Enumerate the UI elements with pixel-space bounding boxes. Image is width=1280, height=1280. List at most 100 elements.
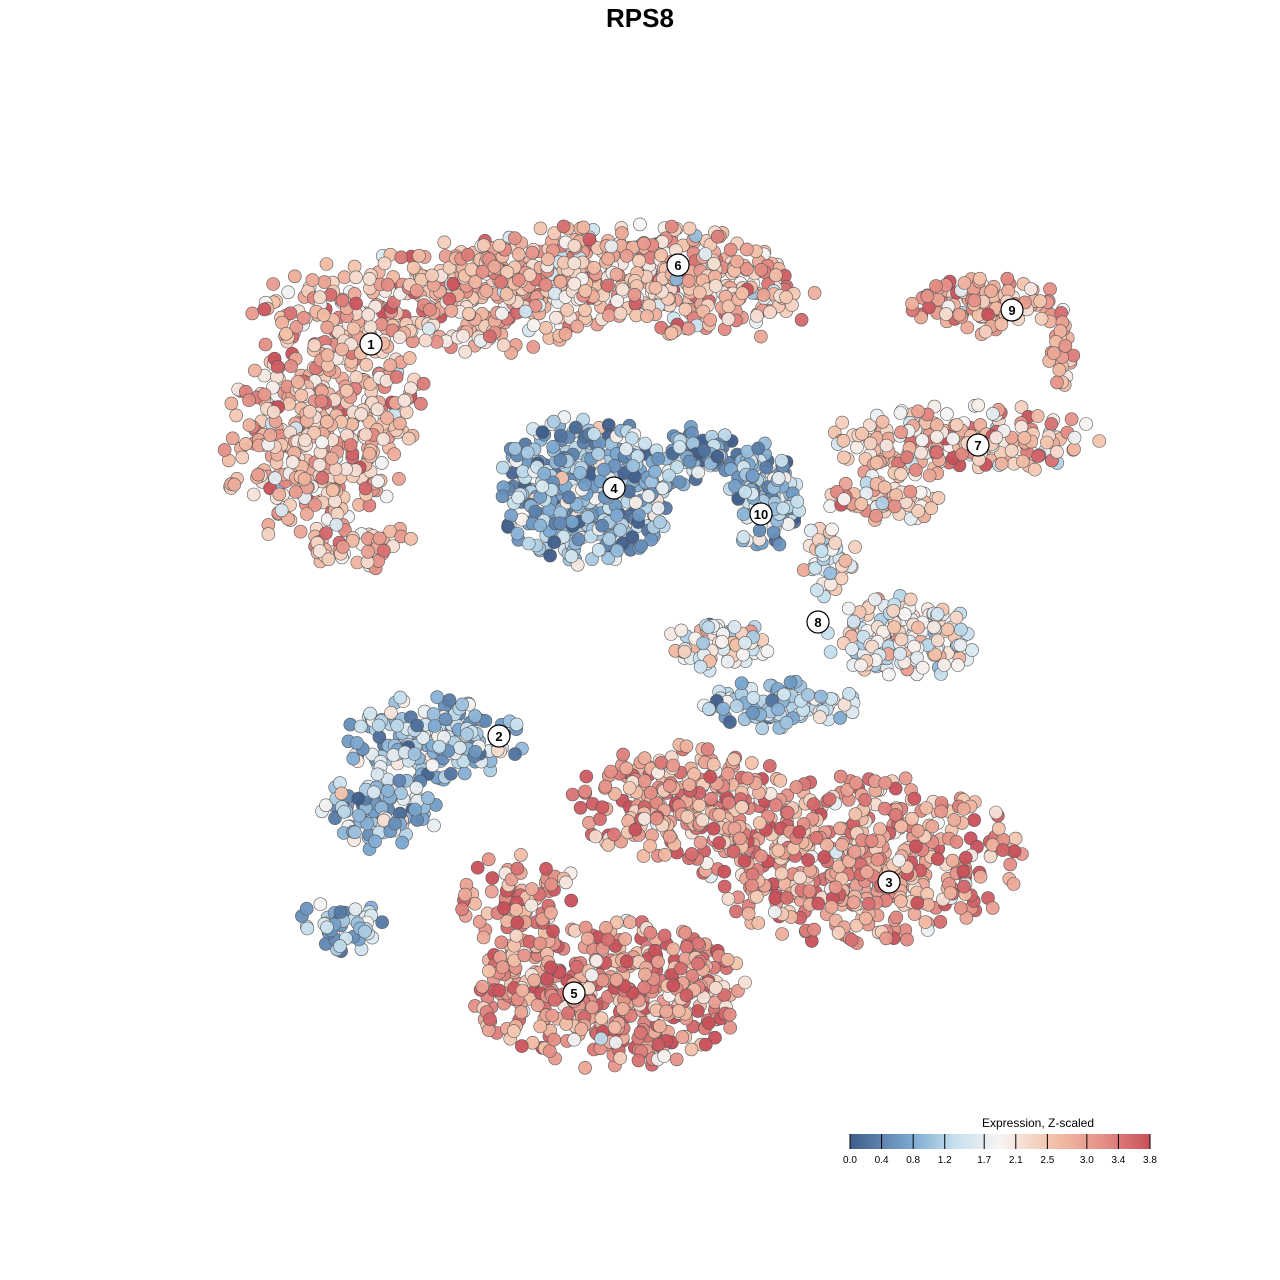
cell-point: [517, 948, 532, 963]
cell-point: [658, 847, 672, 862]
cell-point: [972, 271, 987, 286]
cell-point: [706, 757, 721, 772]
cell-point: [601, 278, 615, 293]
cell-point: [739, 242, 754, 257]
cell-point: [869, 455, 884, 470]
cell-point: [500, 265, 515, 279]
cell-point: [475, 264, 490, 279]
cell-point: [573, 466, 587, 480]
cell-point: [377, 256, 392, 271]
cell-point: [285, 455, 300, 469]
cell-point: [329, 517, 344, 532]
cell-point: [849, 776, 863, 790]
cell-point: [710, 229, 725, 244]
cell-point: [940, 407, 954, 421]
cell-point: [526, 318, 541, 333]
cell-point: [1004, 443, 1019, 458]
cell-point: [446, 277, 461, 291]
cell-point: [958, 850, 973, 865]
cluster-label-text: 6: [674, 258, 681, 273]
cell-point: [715, 634, 729, 649]
cell-point: [868, 592, 882, 607]
cell-point: [511, 247, 526, 261]
cell-point: [565, 787, 580, 802]
cell-point: [716, 701, 731, 716]
cell-point: [754, 849, 769, 863]
cell-point: [954, 622, 968, 637]
cell-point: [619, 249, 634, 263]
cell-point: [746, 691, 761, 705]
cell-point: [392, 773, 407, 788]
cell-point: [506, 1024, 521, 1038]
cell-point: [558, 327, 573, 341]
cell-point: [949, 835, 964, 849]
cell-point: [410, 718, 424, 733]
cell-point: [712, 836, 727, 850]
cell-point: [312, 458, 327, 472]
cell-point: [708, 1030, 722, 1045]
cell-point: [733, 831, 747, 846]
cell-point: [771, 471, 786, 485]
cell-point: [442, 693, 457, 708]
cell-point: [418, 333, 433, 348]
cell-point: [858, 793, 872, 807]
cell-point: [1047, 346, 1061, 360]
cell-point: [939, 307, 953, 321]
cell-point: [651, 954, 665, 969]
cell-point: [723, 1020, 738, 1035]
cell-point: [684, 847, 699, 861]
cell-point: [994, 317, 1009, 332]
chart-title: RPS8: [606, 3, 674, 33]
cell-point: [768, 891, 783, 906]
cell-point: [591, 543, 606, 557]
cell-point: [682, 778, 697, 792]
cell-point: [549, 310, 563, 325]
cell-point: [1092, 434, 1107, 448]
cell-point: [468, 275, 483, 289]
cell-point: [752, 523, 767, 538]
cell-point: [458, 887, 472, 902]
cell-point: [1064, 412, 1079, 427]
cell-point: [464, 262, 479, 277]
cell-point: [728, 479, 742, 493]
cell-point: [804, 523, 818, 538]
cell-point: [607, 827, 621, 842]
cell-point: [408, 802, 422, 817]
cell-point: [735, 286, 750, 301]
cell-point: [217, 443, 232, 457]
cell-point: [779, 891, 794, 905]
cell-point: [479, 284, 494, 298]
cell-point: [525, 882, 539, 896]
cell-point: [571, 532, 586, 547]
cell-point: [484, 884, 499, 899]
cell-point: [615, 1002, 630, 1016]
cell-point: [245, 306, 260, 321]
cell-point: [584, 968, 599, 983]
cell-point: [643, 785, 658, 800]
cell-point: [547, 226, 562, 240]
cell-point: [579, 769, 594, 784]
cell-point: [324, 451, 339, 466]
cell-point: [903, 484, 918, 499]
cell-point: [514, 848, 528, 862]
cell-point: [828, 880, 843, 895]
cell-point: [900, 450, 914, 465]
cell-point: [823, 645, 838, 659]
cell-point: [358, 427, 373, 442]
cell-point: [691, 936, 705, 951]
cell-point: [495, 306, 509, 321]
cell-point: [576, 220, 591, 235]
cell-point: [509, 928, 524, 943]
cell-point: [602, 532, 617, 546]
cell-point: [721, 766, 735, 781]
colorbar: [850, 1134, 1150, 1149]
cell-point: [380, 277, 395, 292]
cell-point: [610, 294, 625, 308]
cell-point: [662, 779, 677, 793]
cell-point: [333, 905, 348, 919]
cell-point: [894, 894, 908, 909]
cell-point: [314, 394, 329, 409]
cell-point: [294, 388, 309, 403]
cell-point: [837, 492, 851, 507]
